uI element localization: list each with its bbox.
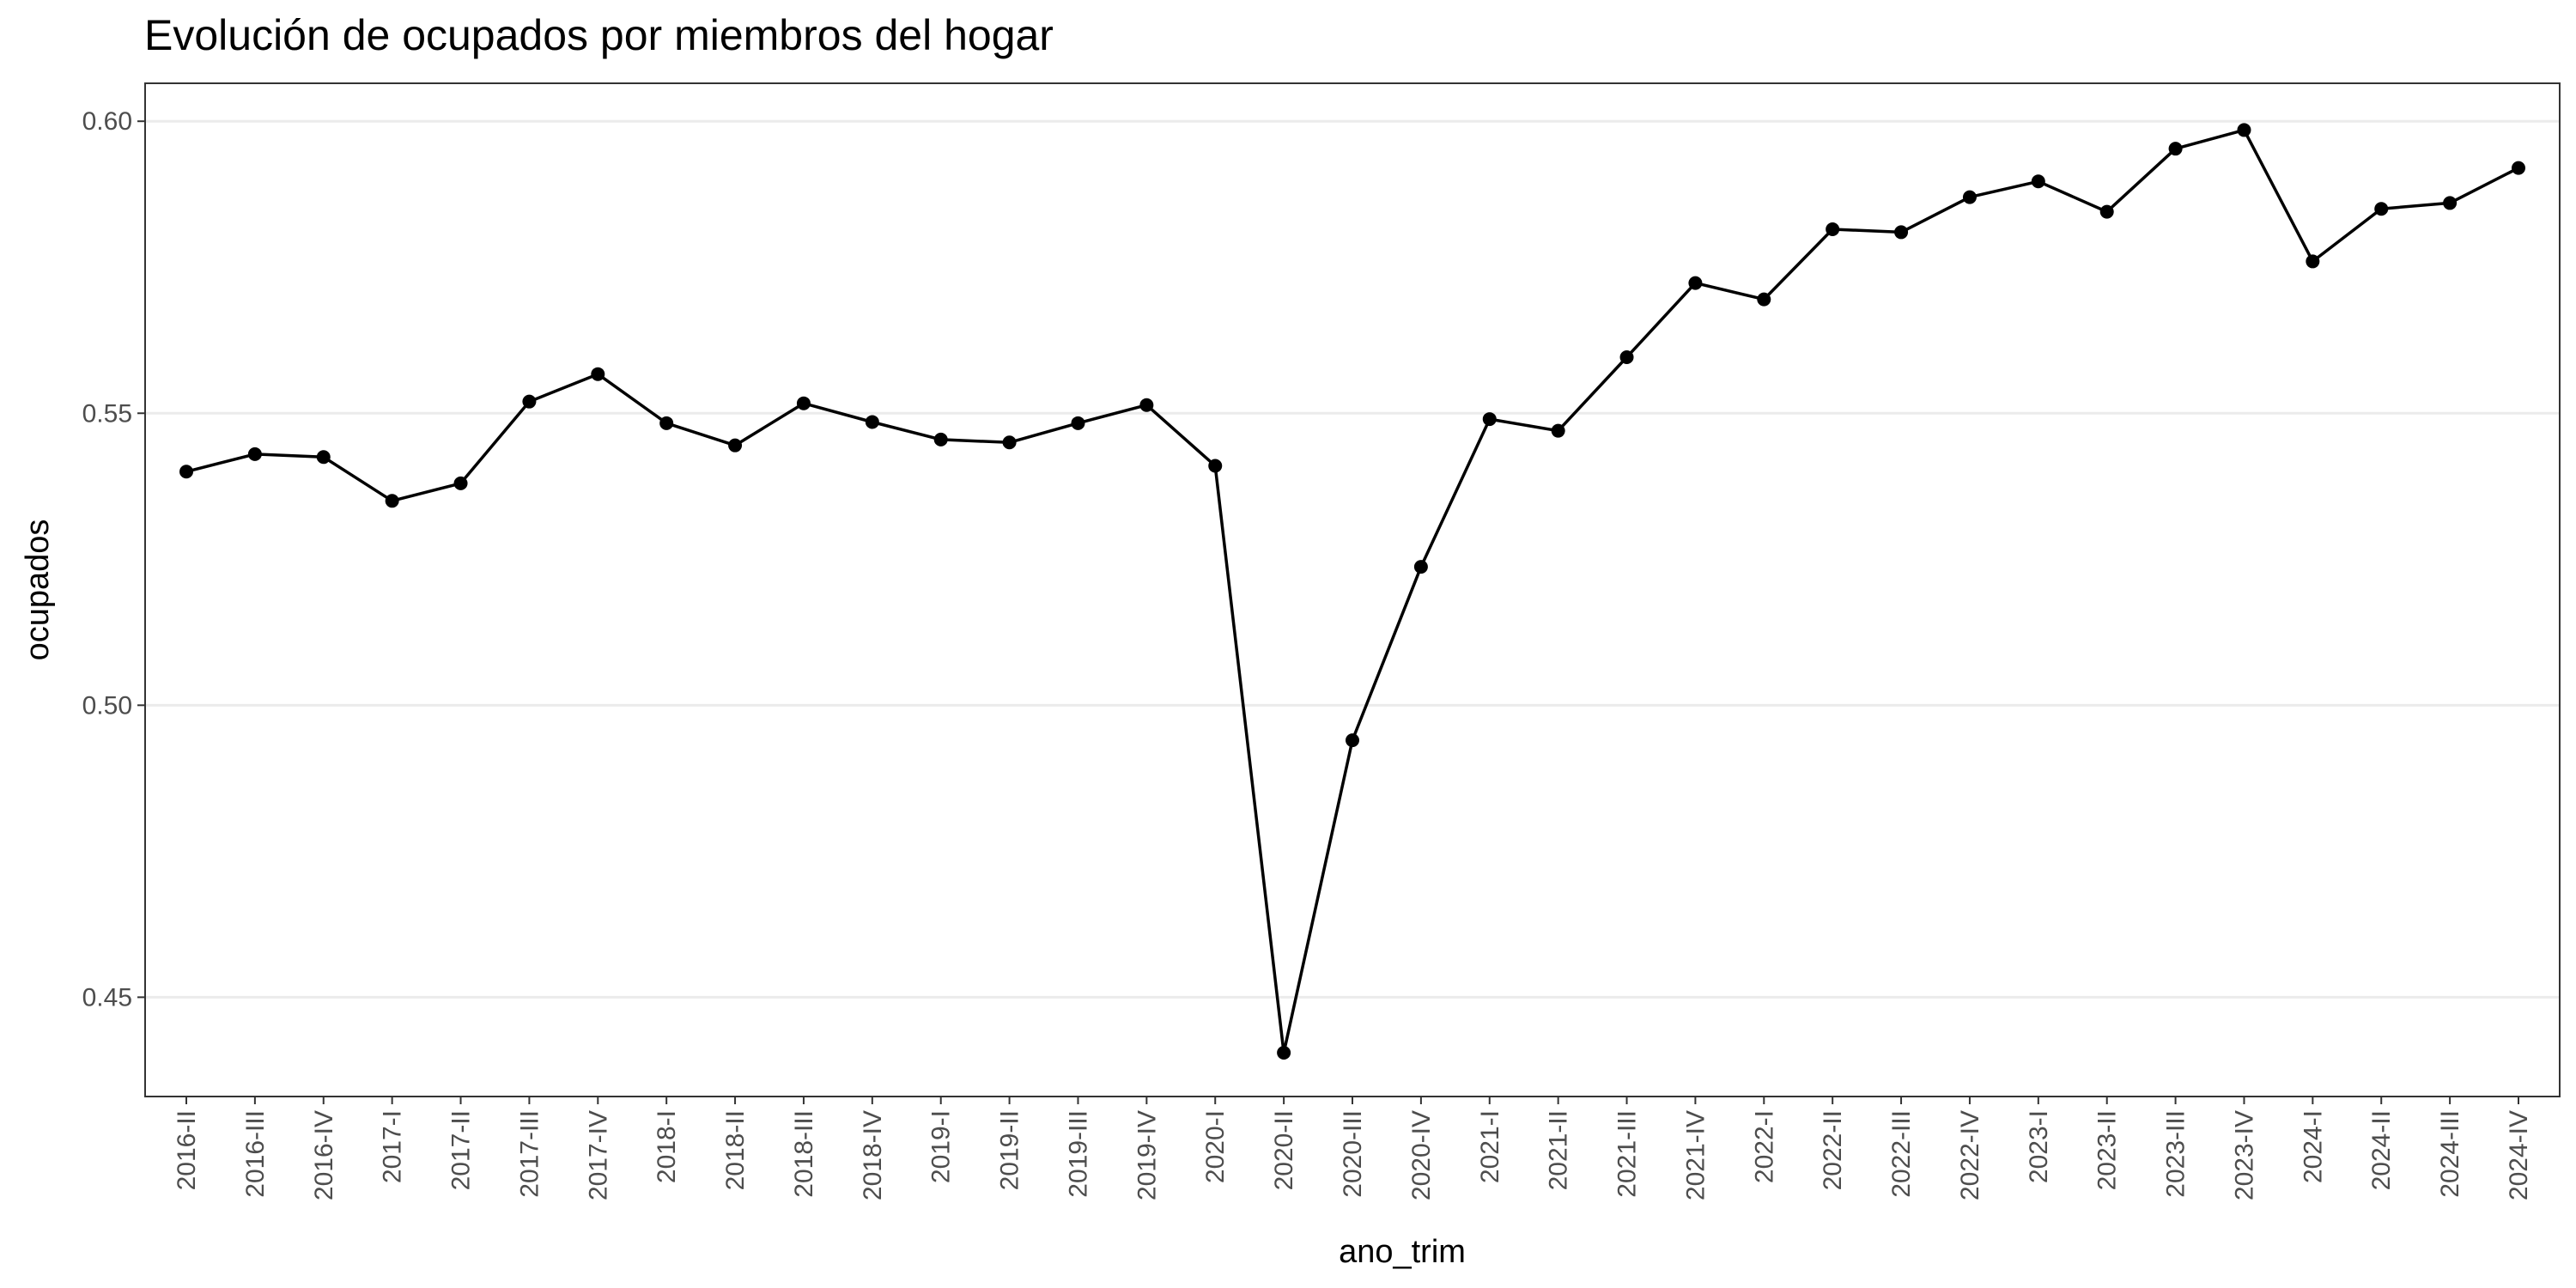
x-tick-label: 2020-II <box>1270 1110 1298 1190</box>
y-tick-label: 0.60 <box>82 107 132 136</box>
y-axis: 0.45 0.50 0.55 0.60 <box>82 107 145 1012</box>
x-tick-label: 2022-IV <box>1956 1110 1984 1200</box>
x-tick-label: 2017-I <box>379 1110 407 1183</box>
x-tick-label: 2016-IV <box>310 1110 338 1200</box>
data-point <box>1962 190 1977 204</box>
x-axis-title: ano_trim <box>1339 1234 1466 1270</box>
data-point <box>1894 225 1909 240</box>
data-point <box>1551 423 1565 438</box>
x-tick-label: 2021-I <box>1476 1110 1504 1183</box>
x-tick-label: 2022-III <box>1887 1110 1916 1198</box>
data-point <box>1826 222 1840 237</box>
data-point <box>1277 1045 1291 1060</box>
data-point <box>2031 174 2045 189</box>
data-point <box>2168 142 2183 156</box>
x-tick-label: 2018-III <box>790 1110 818 1198</box>
y-tick-label: 0.45 <box>82 983 132 1012</box>
data-point <box>796 396 811 410</box>
x-tick-label: 2016-II <box>173 1110 201 1190</box>
data-point <box>865 415 879 429</box>
x-tick-label: 2023-II <box>2093 1110 2122 1190</box>
x-tick-label: 2019-I <box>927 1110 956 1183</box>
x-tick-label: 2023-III <box>2162 1110 2190 1198</box>
data-point <box>453 476 468 490</box>
y-tick-label: 0.55 <box>82 399 132 428</box>
x-tick-label: 2022-II <box>1819 1110 1847 1190</box>
x-tick-label: 2022-I <box>1750 1110 1778 1183</box>
data-point <box>1071 416 1085 430</box>
data-point <box>247 447 262 461</box>
data-point <box>179 465 193 479</box>
series-points <box>179 123 2525 1060</box>
x-tick-label: 2017-IV <box>584 1110 612 1200</box>
data-point <box>1757 292 1771 307</box>
x-tick-label: 2024-IV <box>2505 1110 2533 1200</box>
x-tick-label: 2019-IV <box>1133 1110 1161 1200</box>
x-tick-label: 2020-III <box>1339 1110 1367 1198</box>
x-axis: 2016-II 2016-III 2016-IV 2017-I 2017-II 2017-… <box>173 1097 2533 1200</box>
data-point <box>2512 161 2525 175</box>
x-tick-label: 2018-I <box>653 1110 681 1183</box>
x-tick-label: 2024-II <box>2367 1110 2396 1190</box>
x-tick-label: 2024-I <box>2299 1110 2327 1183</box>
x-tick-label: 2019-II <box>996 1110 1024 1190</box>
x-tick-label: 2018-II <box>721 1110 750 1190</box>
data-point <box>1688 276 1703 290</box>
x-tick-label: 2020-IV <box>1407 1110 1436 1200</box>
data-point <box>1413 560 1428 574</box>
x-tick-label: 2023-I <box>2025 1110 2053 1183</box>
data-point <box>1346 733 1359 748</box>
x-tick-label: 2017-II <box>447 1110 476 1190</box>
data-point <box>2237 123 2251 137</box>
chart-title: Evolución de ocupados por miembros del h… <box>144 11 1054 59</box>
data-point <box>316 450 331 465</box>
x-tick-label: 2024-III <box>2436 1110 2464 1198</box>
data-point <box>933 432 948 447</box>
data-point <box>2443 196 2458 210</box>
x-tick-label: 2016-III <box>241 1110 270 1198</box>
y-axis-title: ocupados <box>20 519 56 661</box>
data-point <box>1619 349 1634 364</box>
y-tick-label: 0.50 <box>82 691 132 720</box>
data-point <box>2099 204 2114 219</box>
data-point <box>522 394 537 409</box>
x-tick-label: 2021-IV <box>1681 1110 1710 1200</box>
series-line <box>185 128 2519 1054</box>
data-point <box>728 438 743 453</box>
x-tick-label: 2017-III <box>515 1110 544 1198</box>
data-point <box>591 367 605 381</box>
data-point <box>1002 435 1017 450</box>
data-point <box>2306 254 2320 269</box>
panel-border <box>144 82 2561 1097</box>
x-tick-label: 2020-I <box>1201 1110 1230 1183</box>
x-tick-label: 2018-IV <box>859 1110 887 1200</box>
x-tick-label: 2021-III <box>1613 1110 1642 1198</box>
data-point <box>1208 459 1223 473</box>
gridlines <box>145 119 2560 999</box>
x-tick-label: 2021-II <box>1545 1110 1573 1190</box>
data-point <box>659 416 674 430</box>
data-point <box>385 494 399 508</box>
data-point <box>2374 202 2389 216</box>
x-tick-label: 2019-III <box>1064 1110 1092 1198</box>
data-point <box>1139 398 1154 412</box>
data-point <box>1482 412 1497 427</box>
x-tick-label: 2023-IV <box>2230 1110 2258 1200</box>
